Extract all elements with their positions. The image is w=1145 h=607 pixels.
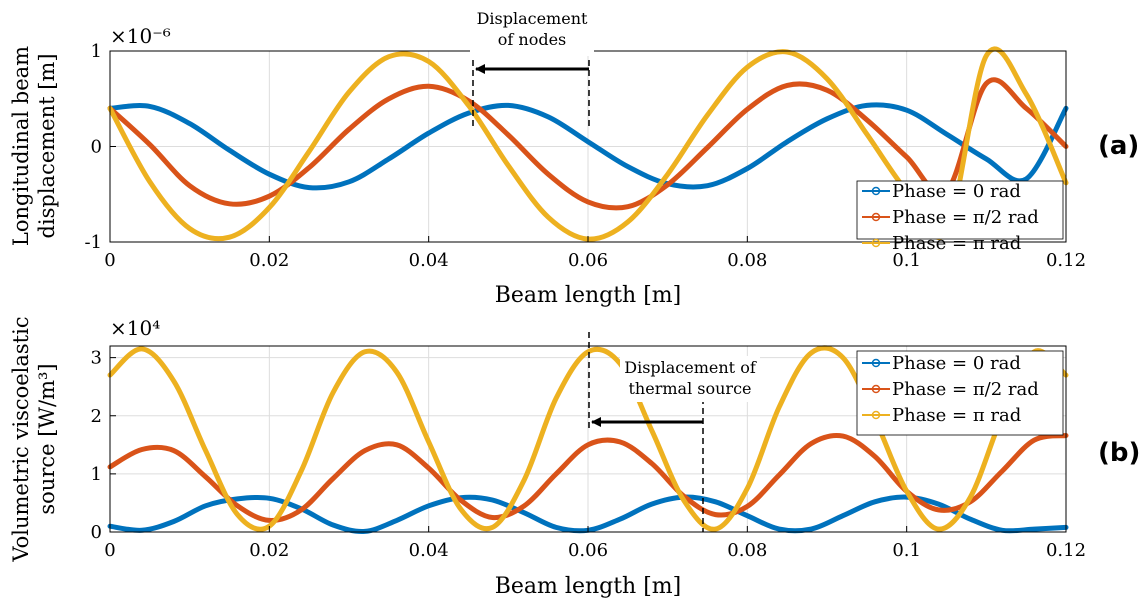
- legend-entry: Phase = 0 rad: [862, 181, 1021, 202]
- x-tick-label: 0.12: [1046, 540, 1086, 561]
- x-tick-label: 0.02: [249, 540, 289, 561]
- x-tick-label: 0.1: [892, 250, 921, 271]
- legend-marker: [871, 186, 881, 196]
- legend-label: Phase = π/2 rad: [892, 379, 1039, 400]
- y-tick-label: -1: [84, 232, 102, 253]
- x-tick-label: 0.02: [249, 250, 289, 271]
- legend-box: [856, 180, 1064, 240]
- legend-entry: Phase = π/2 rad: [862, 379, 1039, 400]
- ticks: 0 0.02 0.04 0.06 0.08 0.1 0.12 0 1 2 3: [91, 348, 1086, 561]
- y-axis-label-line: Volumetric viscoelastic: [9, 316, 33, 562]
- y-tick-label: 1: [91, 41, 102, 62]
- x-tick-label: 0.04: [409, 540, 449, 561]
- legend-entry: Phase = π rad: [862, 233, 1021, 254]
- y-tick-label: 2: [91, 406, 102, 427]
- y-tick-label: 0: [91, 137, 102, 158]
- y-multiplier: ×10⁻⁶: [110, 24, 171, 48]
- x-tick-label: 0: [104, 250, 115, 271]
- series-line: [107, 77, 1069, 211]
- x-tick-label: 0.12: [1046, 250, 1086, 271]
- y-axis-label: Volumetric viscoelastic source [W/m³]: [9, 316, 59, 562]
- legend-entry: Phase = π rad: [862, 405, 1021, 426]
- x-tick-label: 0.08: [727, 540, 767, 561]
- annotation-text-line: thermal source: [629, 379, 752, 398]
- legend-label: Phase = π/2 rad: [892, 207, 1039, 228]
- legend-marker: [871, 238, 881, 248]
- panel-b: 0 0.02 0.04 0.06 0.08 0.1 0.12 0 1 2 3 ×10⁴ Volume…: [9, 316, 1140, 599]
- x-tick-label: 0.06: [568, 540, 608, 561]
- y-axis-label-line: displacement [m]: [35, 53, 59, 238]
- legend-marker: [871, 358, 881, 368]
- legend-label: Phase = 0 rad: [892, 353, 1021, 374]
- legend-entry: Phase = π/2 rad: [862, 207, 1039, 228]
- panel-a: 0 0.02 0.04 0.06 0.08 0.1 0.12-101 ×10⁻⁶ Longi…: [9, 6, 1139, 308]
- legend: Phase = 0 rad Phase = π/2 rad Phase = π ra…: [856, 350, 1064, 436]
- legend-box: [856, 350, 1064, 436]
- y-axis-label-line: Longitudinal beam: [9, 46, 33, 246]
- legend-marker: [871, 384, 881, 394]
- panel-label: (b): [1098, 438, 1140, 468]
- annotation-displacement-of-thermal-source: Displacement of thermal source: [588, 332, 760, 532]
- annotation-text-line: of nodes: [498, 30, 567, 49]
- x-tick-label: 0.1: [892, 540, 921, 561]
- annotation-background: [470, 6, 594, 56]
- panel-label: (a): [1098, 131, 1139, 161]
- annotation-text-line: Displacement: [477, 9, 588, 28]
- y-tick-label: 0: [91, 522, 102, 543]
- y-multiplier: ×10⁴: [110, 316, 160, 340]
- annotation-background: [620, 356, 760, 402]
- x-axis-label: Beam length [m]: [495, 574, 682, 599]
- y-tick-label: 3: [91, 348, 102, 369]
- y-axis-label: Longitudinal beam displacement [m]: [9, 46, 59, 246]
- annotation-text-line: Displacement of: [624, 358, 757, 377]
- legend-marker: [871, 212, 881, 222]
- series-line: [107, 102, 1069, 191]
- legend-label: Phase = π rad: [892, 405, 1021, 426]
- x-axis-label: Beam length [m]: [495, 283, 682, 308]
- legend-label: Phase = 0 rad: [892, 181, 1021, 202]
- y-axis-label-line: source [W/m³]: [35, 363, 59, 514]
- legend-entry: Phase = 0 rad: [862, 353, 1021, 374]
- legend-label: Phase = π rad: [892, 233, 1021, 254]
- x-tick-label: 0.08: [727, 250, 767, 271]
- legend-marker: [871, 410, 881, 420]
- x-tick-label: 0.06: [568, 250, 608, 271]
- ticks: 0 0.02 0.04 0.06 0.08 0.1 0.12-101: [84, 41, 1086, 271]
- x-tick-label: 0: [104, 540, 115, 561]
- legend: Phase = 0 rad Phase = π/2 rad Phase = π ra…: [856, 180, 1064, 254]
- y-tick-label: 1: [91, 464, 102, 485]
- annotation-displacement-of-nodes: Displacement of nodes: [470, 6, 594, 126]
- x-tick-label: 0.04: [409, 250, 449, 271]
